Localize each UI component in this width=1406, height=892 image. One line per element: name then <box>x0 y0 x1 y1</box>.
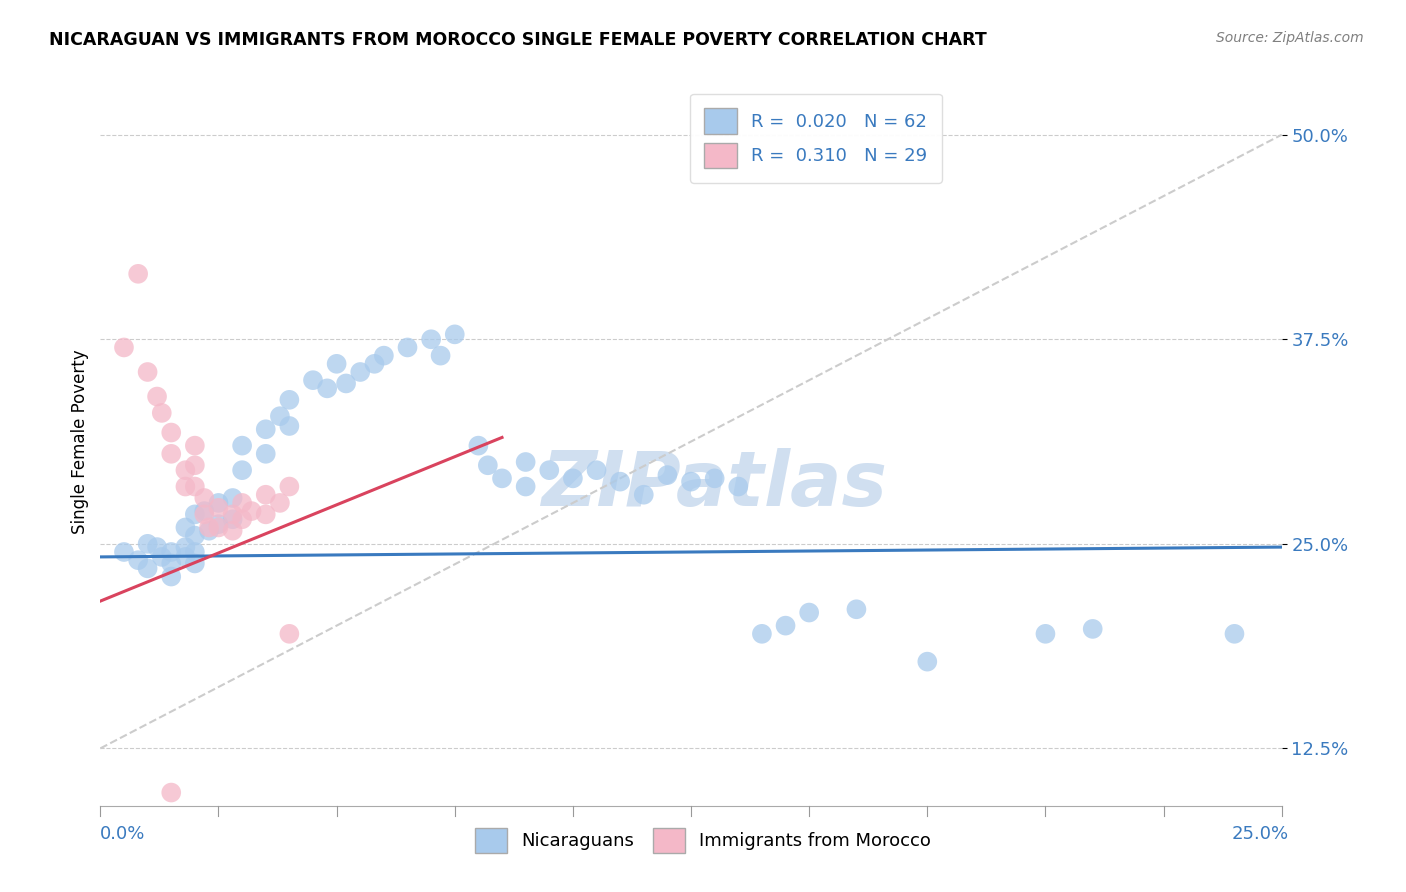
Point <box>751 627 773 641</box>
Legend: R =  0.020   N = 62, R =  0.310   N = 29: R = 0.020 N = 62, R = 0.310 N = 29 <box>690 94 942 183</box>
Text: Source: ZipAtlas.com: Source: ZipAtlas.com <box>1216 31 1364 45</box>
Point <box>184 545 207 559</box>
Point <box>420 332 443 346</box>
Point <box>198 524 221 538</box>
Point <box>335 376 357 391</box>
Point <box>349 365 371 379</box>
Point <box>538 463 561 477</box>
Point <box>112 545 135 559</box>
Point <box>373 349 395 363</box>
Point <box>160 545 183 559</box>
Point <box>221 512 243 526</box>
Point <box>184 439 207 453</box>
Text: NICARAGUAN VS IMMIGRANTS FROM MOROCCO SINGLE FEMALE POVERTY CORRELATION CHART: NICARAGUAN VS IMMIGRANTS FROM MOROCCO SI… <box>49 31 987 49</box>
Point <box>325 357 347 371</box>
Point <box>845 602 868 616</box>
Point <box>254 488 277 502</box>
Point <box>515 479 537 493</box>
Point <box>174 463 197 477</box>
Point <box>198 520 221 534</box>
Point <box>184 557 207 571</box>
Point <box>136 561 159 575</box>
Point <box>174 520 197 534</box>
Point <box>207 496 229 510</box>
Point <box>193 508 215 522</box>
Point <box>633 488 655 502</box>
Point <box>363 357 385 371</box>
Point <box>240 504 263 518</box>
Point <box>184 479 207 493</box>
Point <box>1035 627 1057 641</box>
Point <box>316 381 339 395</box>
Point <box>146 390 169 404</box>
Point <box>207 517 229 532</box>
Point <box>174 479 197 493</box>
Point <box>127 267 149 281</box>
Point <box>429 349 451 363</box>
Point <box>302 373 325 387</box>
Point <box>269 409 291 424</box>
Text: 0.0%: 0.0% <box>100 825 146 843</box>
Legend: Nicaraguans, Immigrants from Morocco: Nicaraguans, Immigrants from Morocco <box>467 821 939 861</box>
Point <box>127 553 149 567</box>
Point <box>585 463 607 477</box>
Point <box>136 537 159 551</box>
Point <box>609 475 631 489</box>
Point <box>396 341 419 355</box>
Point <box>221 508 243 522</box>
Point <box>657 468 679 483</box>
Text: 25.0%: 25.0% <box>1232 825 1289 843</box>
Point <box>146 540 169 554</box>
Y-axis label: Single Female Poverty: Single Female Poverty <box>72 350 89 533</box>
Point <box>775 618 797 632</box>
Point <box>231 496 253 510</box>
Point <box>112 341 135 355</box>
Point <box>231 439 253 453</box>
Point <box>269 496 291 510</box>
Point <box>1223 627 1246 641</box>
Point <box>221 491 243 505</box>
Point <box>1081 622 1104 636</box>
Point <box>231 512 253 526</box>
Point <box>136 365 159 379</box>
Point <box>160 569 183 583</box>
Point <box>477 458 499 473</box>
Point <box>207 520 229 534</box>
Point <box>231 463 253 477</box>
Point <box>917 655 939 669</box>
Point <box>160 425 183 440</box>
Point <box>561 471 583 485</box>
Point <box>207 500 229 515</box>
Point <box>278 419 301 434</box>
Point <box>160 557 183 571</box>
Point <box>160 786 183 800</box>
Point <box>150 549 173 564</box>
Point <box>278 479 301 493</box>
Point <box>491 471 513 485</box>
Point <box>221 524 243 538</box>
Point <box>679 475 702 489</box>
Point <box>193 491 215 505</box>
Text: ZIPatlas: ZIPatlas <box>541 449 887 522</box>
Point <box>174 549 197 564</box>
Point <box>799 606 821 620</box>
Point <box>278 627 301 641</box>
Point <box>146 812 169 826</box>
Point <box>254 422 277 436</box>
Point <box>703 471 725 485</box>
Point <box>254 508 277 522</box>
Point <box>727 479 749 493</box>
Point <box>443 327 465 342</box>
Point <box>184 458 207 473</box>
Point <box>515 455 537 469</box>
Point <box>184 528 207 542</box>
Point <box>150 406 173 420</box>
Point <box>467 439 489 453</box>
Point <box>278 392 301 407</box>
Point <box>174 540 197 554</box>
Point <box>193 504 215 518</box>
Point <box>160 447 183 461</box>
Point <box>184 508 207 522</box>
Point <box>254 447 277 461</box>
